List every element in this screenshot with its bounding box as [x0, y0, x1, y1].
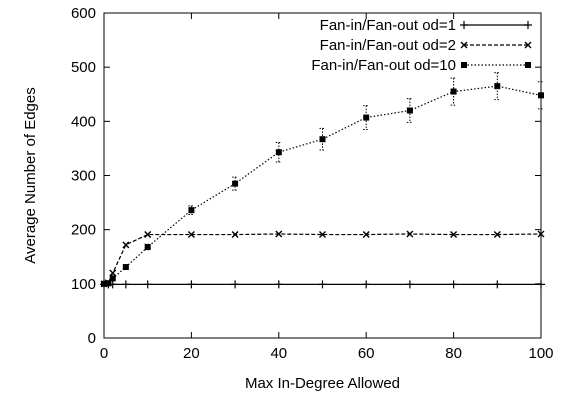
- data-point: [143, 280, 152, 289]
- data-point: [275, 230, 283, 238]
- series-1: [100, 280, 545, 289]
- y-tick-label: 500: [71, 59, 96, 76]
- data-point: [493, 231, 501, 239]
- data-point: [144, 244, 151, 250]
- series-line: [103, 85, 542, 285]
- data-point: [450, 231, 458, 239]
- data-point: [450, 88, 457, 95]
- y-tick-label: 0: [88, 330, 96, 347]
- data-point: [274, 280, 283, 289]
- legend: Fan-in/Fan-out od=1 Fan-in/Fan-out od=2 Fa…: [311, 17, 532, 74]
- data-point: [231, 280, 240, 289]
- data-point: [319, 136, 326, 143]
- data-point: [362, 280, 371, 289]
- data-point: [188, 207, 195, 214]
- data-point: [231, 231, 239, 239]
- legend-marker-right: [524, 21, 532, 29]
- data-point: [406, 107, 413, 114]
- data-point: [187, 231, 195, 239]
- data-point: [493, 280, 502, 289]
- error-bar: [450, 77, 457, 106]
- data-point: [449, 280, 458, 289]
- data-point: [144, 231, 152, 239]
- x-tick-label: 100: [528, 345, 553, 362]
- series-3: [101, 72, 544, 287]
- data-point: [319, 231, 326, 239]
- data-point: [362, 231, 370, 239]
- series-lines: [100, 72, 545, 289]
- x-tick-label: 0: [100, 345, 108, 362]
- data-point: [494, 83, 501, 90]
- data-point: [363, 114, 370, 121]
- data-point: [105, 280, 112, 287]
- legend-entry: Fan-in/Fan-out od=2: [320, 37, 532, 54]
- series-line: [103, 233, 542, 285]
- data-point: [538, 92, 544, 99]
- data-point: [405, 280, 414, 289]
- y-tick-label: 100: [71, 276, 96, 293]
- y-tick-label: 600: [71, 5, 96, 22]
- data-point: [275, 149, 282, 156]
- error-bar: [406, 98, 413, 123]
- axis-ticks: 0 20 40 60 80 100 0 100 200 300 400 500 600: [71, 5, 554, 362]
- x-tick-label: 80: [445, 345, 462, 362]
- legend-entry: Fan-in/Fan-out od=1: [320, 17, 532, 34]
- x-tick-label: 40: [270, 345, 287, 362]
- legend-entry: Fan-in/Fan-out od=10: [311, 57, 531, 74]
- error-bar: [319, 127, 326, 151]
- legend-marker-left: [460, 21, 468, 29]
- legend-label: Fan-in/Fan-out od=10: [311, 57, 456, 74]
- error-bar: [363, 105, 370, 130]
- x-tick-label: 20: [183, 345, 200, 362]
- data-point: [318, 280, 327, 289]
- y-tick-label: 200: [71, 222, 96, 239]
- y-axis-label: Average Number of Edges: [22, 87, 39, 264]
- series-2: [100, 230, 545, 288]
- legend-marker-right: [524, 41, 532, 49]
- data-point: [537, 230, 545, 238]
- y-tick-label: 400: [71, 113, 96, 130]
- data-point: [122, 241, 130, 249]
- y-tick-label: 300: [71, 168, 96, 185]
- data-point: [232, 180, 239, 187]
- x-tick-label: 60: [358, 345, 375, 362]
- x-axis-label: Max In-Degree Allowed: [245, 375, 400, 392]
- legend-marker-right: [525, 62, 531, 68]
- legend-label: Fan-in/Fan-out od=1: [320, 17, 456, 34]
- data-point: [109, 269, 117, 277]
- legend-marker-left: [461, 62, 467, 68]
- data-point: [187, 280, 196, 289]
- data-point: [109, 275, 116, 282]
- legend-marker-left: [460, 41, 468, 49]
- data-point: [406, 230, 414, 238]
- data-point: [537, 280, 545, 289]
- error-bar: [494, 72, 501, 101]
- data-point: [121, 280, 130, 289]
- error-bar: [538, 81, 544, 110]
- legend-label: Fan-in/Fan-out od=2: [320, 37, 456, 54]
- data-point: [122, 264, 129, 271]
- data-point: [101, 280, 107, 287]
